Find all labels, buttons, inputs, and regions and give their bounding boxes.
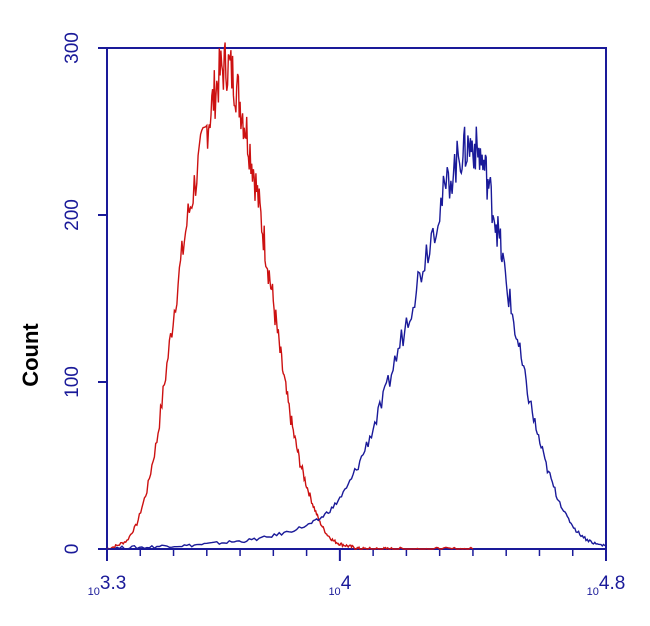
x-tick-label: 104.8 — [587, 573, 626, 598]
y-axis-ticks: 0 100 200 300 — [62, 32, 107, 554]
x-tick-label: 103.3 — [88, 573, 127, 598]
plot-frame — [106, 47, 607, 550]
y-tick-label: 100 — [62, 366, 83, 398]
y-axis-label: Count — [18, 323, 43, 387]
y-tick-label: 200 — [62, 199, 83, 231]
x-tick-label: 104 — [328, 573, 351, 598]
series-blue-line — [107, 126, 607, 550]
y-tick-label: 0 — [62, 544, 83, 555]
x-axis-ticks: 103.3 104 104.8 — [88, 549, 626, 598]
y-tick-label: 300 — [62, 32, 83, 64]
series-red-line — [106, 42, 474, 551]
